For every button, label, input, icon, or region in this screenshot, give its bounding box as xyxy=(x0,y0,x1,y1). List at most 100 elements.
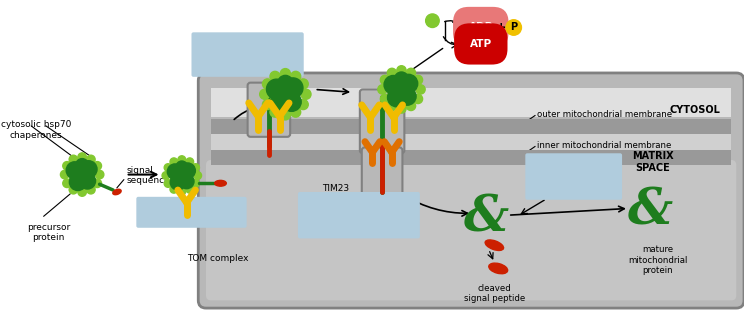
Ellipse shape xyxy=(215,180,226,186)
Circle shape xyxy=(69,185,77,194)
Circle shape xyxy=(69,173,86,191)
Circle shape xyxy=(283,78,303,98)
Circle shape xyxy=(298,79,308,89)
FancyBboxPatch shape xyxy=(248,83,290,137)
Text: outer mitochondrial membrane: outer mitochondrial membrane xyxy=(537,110,672,119)
Circle shape xyxy=(66,162,83,179)
Text: cleaved
signal peptide: cleaved signal peptide xyxy=(464,284,525,303)
Circle shape xyxy=(280,68,290,79)
Circle shape xyxy=(179,162,185,168)
Text: P: P xyxy=(510,23,517,33)
Text: BINDING TO
IMPORT RECEPTORS: BINDING TO IMPORT RECEPTORS xyxy=(144,203,239,222)
Circle shape xyxy=(95,170,104,179)
Circle shape xyxy=(178,188,186,195)
Circle shape xyxy=(291,107,301,117)
FancyBboxPatch shape xyxy=(525,153,622,200)
Circle shape xyxy=(406,68,416,78)
Circle shape xyxy=(294,98,301,105)
Circle shape xyxy=(263,79,272,89)
Circle shape xyxy=(78,188,86,196)
Circle shape xyxy=(170,168,176,173)
Circle shape xyxy=(93,179,101,188)
Circle shape xyxy=(380,75,390,85)
Circle shape xyxy=(388,77,414,102)
Text: CLEAVAGE
BY SIGNAL
PEPTIDASE: CLEAVAGE BY SIGNAL PEPTIDASE xyxy=(548,162,600,192)
Circle shape xyxy=(170,185,178,193)
Circle shape xyxy=(80,173,95,189)
FancyBboxPatch shape xyxy=(136,197,247,228)
Text: ADP: ADP xyxy=(469,23,493,33)
Circle shape xyxy=(387,80,394,86)
Ellipse shape xyxy=(113,189,121,195)
Text: TRANSLOCATION
INTO MATRIX BY
TIM23 COMPLEX: TRANSLOCATION INTO MATRIX BY TIM23 COMPL… xyxy=(319,200,398,230)
Ellipse shape xyxy=(489,263,507,274)
Bar xyxy=(211,134,731,151)
Text: TOM complex: TOM complex xyxy=(187,254,248,263)
FancyBboxPatch shape xyxy=(360,89,404,153)
Bar xyxy=(211,120,731,134)
Circle shape xyxy=(506,20,522,35)
Text: mature
mitochondrial
protein: mature mitochondrial protein xyxy=(628,245,687,275)
Circle shape xyxy=(60,170,69,179)
Text: TIM23
complex: TIM23 complex xyxy=(316,184,355,203)
FancyBboxPatch shape xyxy=(362,148,403,197)
Circle shape xyxy=(399,88,416,105)
Circle shape xyxy=(270,93,290,113)
Text: ATP: ATP xyxy=(469,39,492,49)
Circle shape xyxy=(89,166,95,172)
Circle shape xyxy=(378,85,387,94)
Circle shape xyxy=(69,166,75,172)
Circle shape xyxy=(266,79,286,99)
FancyBboxPatch shape xyxy=(206,160,737,300)
Circle shape xyxy=(380,94,390,104)
FancyBboxPatch shape xyxy=(298,192,420,238)
Circle shape xyxy=(394,72,408,86)
Circle shape xyxy=(171,165,193,186)
Circle shape xyxy=(62,179,71,188)
Circle shape xyxy=(78,153,86,162)
Circle shape xyxy=(76,159,89,172)
Circle shape xyxy=(69,177,75,183)
Circle shape xyxy=(62,162,71,170)
Circle shape xyxy=(409,93,416,99)
Circle shape xyxy=(294,84,301,91)
Circle shape xyxy=(179,183,185,189)
Circle shape xyxy=(282,92,301,111)
FancyBboxPatch shape xyxy=(191,32,304,77)
Circle shape xyxy=(186,158,193,166)
Text: &: & xyxy=(628,187,673,236)
Text: MATRIX
SPACE: MATRIX SPACE xyxy=(632,151,674,173)
Circle shape xyxy=(278,75,293,90)
Text: +: + xyxy=(496,21,507,34)
Circle shape xyxy=(270,84,277,91)
Circle shape xyxy=(164,180,172,187)
Circle shape xyxy=(416,85,425,94)
Text: &: & xyxy=(464,193,509,243)
Circle shape xyxy=(272,80,299,108)
Circle shape xyxy=(399,74,417,93)
Circle shape xyxy=(398,99,405,105)
Circle shape xyxy=(406,101,416,110)
Circle shape xyxy=(414,75,423,85)
Text: precursor
protein: precursor protein xyxy=(27,223,70,242)
Circle shape xyxy=(170,158,178,166)
Circle shape xyxy=(180,163,196,178)
Circle shape xyxy=(388,88,406,107)
Circle shape xyxy=(260,89,270,99)
Circle shape xyxy=(398,73,405,80)
Circle shape xyxy=(426,14,439,27)
Circle shape xyxy=(79,183,85,189)
Circle shape xyxy=(270,71,280,81)
Circle shape xyxy=(79,160,85,166)
Ellipse shape xyxy=(485,240,504,250)
Circle shape xyxy=(397,66,406,75)
Circle shape xyxy=(176,161,187,172)
Bar xyxy=(211,151,731,165)
Circle shape xyxy=(192,164,199,172)
Circle shape xyxy=(178,156,186,163)
Circle shape xyxy=(86,155,95,164)
Text: INSERTION INTO
MEMBRANE BY
TOM COMPLEX: INSERTION INTO MEMBRANE BY TOM COMPLEX xyxy=(209,40,286,69)
Circle shape xyxy=(282,77,289,84)
Circle shape xyxy=(409,80,416,86)
Bar xyxy=(211,89,731,118)
